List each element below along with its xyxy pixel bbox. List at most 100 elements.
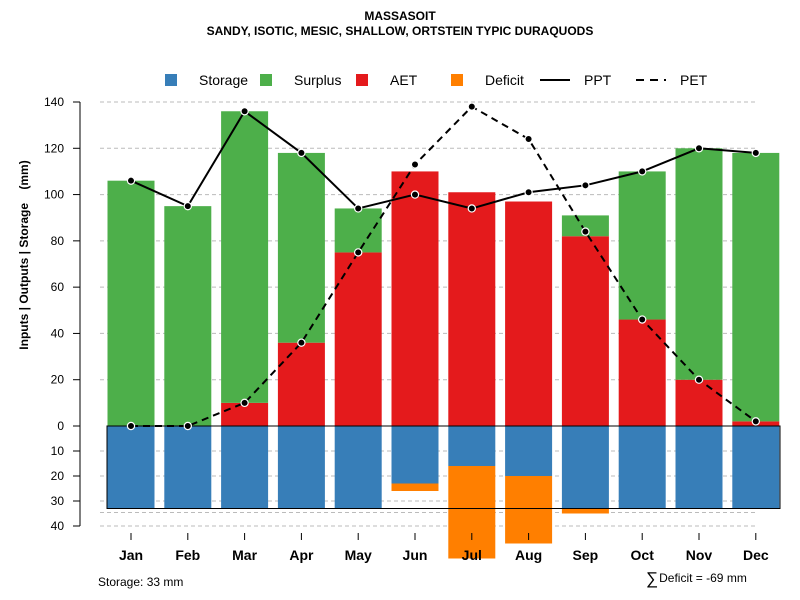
aet-bar xyxy=(561,236,609,426)
storage-bar xyxy=(448,426,496,466)
x-tick-label: Dec xyxy=(743,547,769,563)
storage-bar xyxy=(561,426,609,509)
legend-label: Storage xyxy=(199,72,248,88)
storage-bar xyxy=(675,426,723,509)
x-tick-label: Mar xyxy=(232,547,257,563)
ppt-point xyxy=(751,148,761,158)
aet-bar xyxy=(675,379,723,426)
x-tick-label: Nov xyxy=(686,547,713,563)
aet-bar xyxy=(334,252,382,426)
pet-point xyxy=(467,102,476,111)
ppt-point xyxy=(694,144,704,153)
y-tick-label: 20 xyxy=(51,469,65,483)
y-axis-label: Inputs | Outputs | Storage (mm) xyxy=(17,160,31,349)
storage-note: Storage: 33 mm xyxy=(98,575,184,589)
surplus-bar xyxy=(732,152,780,422)
storage-bar xyxy=(107,426,155,509)
ppt-point xyxy=(354,204,363,213)
y-tick-label: 80 xyxy=(51,234,65,248)
x-tick-label: Jun xyxy=(403,547,428,563)
storage-bar xyxy=(277,426,325,509)
chart-title: MASSASOIT xyxy=(364,9,436,23)
storage-bar xyxy=(334,426,382,509)
deficit-bar xyxy=(448,466,496,559)
pet-point xyxy=(183,421,192,431)
sum-symbol: ∑ xyxy=(646,569,659,588)
pet-point xyxy=(581,227,590,236)
y-tick-label: 120 xyxy=(44,141,64,155)
x-tick-label: May xyxy=(345,547,372,563)
deficit-bar xyxy=(505,476,553,544)
y-tick-label: 10 xyxy=(51,444,65,458)
ppt-point xyxy=(581,181,590,190)
y-tick-label: 40 xyxy=(51,519,65,533)
legend-swatch-aet xyxy=(356,74,368,86)
aet-bar xyxy=(618,319,666,426)
x-tick-label: Apr xyxy=(289,547,314,563)
deficit-bar xyxy=(561,508,609,514)
legend-swatch-storage xyxy=(165,74,177,86)
aet-bar xyxy=(277,342,325,426)
ppt-point xyxy=(297,148,306,158)
ppt-line xyxy=(130,109,756,210)
x-tick-label: Aug xyxy=(515,547,542,563)
y-tick-label: 60 xyxy=(51,280,65,294)
y-tick-label: 0 xyxy=(57,419,64,433)
aet-bar xyxy=(505,201,553,426)
deficit-note-text: Deficit = -69 mm xyxy=(659,571,747,585)
pet-point xyxy=(240,398,249,408)
legend-label: Surplus xyxy=(294,72,341,88)
y-tick-label: 140 xyxy=(44,95,64,109)
surplus-bar xyxy=(221,111,269,403)
x-tick-label: Jul xyxy=(462,547,482,563)
legend-swatch-surplus xyxy=(260,74,272,86)
storage-bar xyxy=(618,426,666,509)
aet-bar xyxy=(391,171,439,426)
x-tick-label: Sep xyxy=(573,547,599,563)
ppt-point xyxy=(410,190,420,199)
pet-point xyxy=(638,315,647,324)
pet-point xyxy=(694,375,704,384)
legend-label: Deficit xyxy=(485,72,524,88)
pet-point xyxy=(126,421,136,431)
surplus-bar xyxy=(334,208,382,253)
storage-bar xyxy=(221,426,269,509)
y-tick-label: 100 xyxy=(44,188,64,202)
pet-point xyxy=(524,134,533,144)
pet-point xyxy=(297,338,306,347)
y-tick-label: 30 xyxy=(51,494,65,508)
legend-label: PET xyxy=(680,72,708,88)
surplus-bar xyxy=(107,180,155,426)
surplus-bar xyxy=(164,206,212,426)
deficit-note: ∑Deficit = -69 mm xyxy=(646,569,747,589)
aet-bar xyxy=(448,192,496,426)
surplus-bar xyxy=(618,171,666,320)
surplus-bar xyxy=(561,215,609,237)
deficit-bar xyxy=(391,483,439,491)
surplus-bar xyxy=(277,152,325,343)
chart-subtitle: SANDY, ISOTIC, MESIC, SHALLOW, ORTSTEIN … xyxy=(206,24,594,38)
ppt-point xyxy=(126,176,136,185)
pet-line xyxy=(131,105,757,427)
y-tick-label: 40 xyxy=(51,326,65,340)
ppt-point xyxy=(638,167,647,176)
x-tick-label: Jan xyxy=(119,547,143,563)
legend-label: AET xyxy=(390,72,418,88)
pet-point xyxy=(751,417,761,426)
x-tick-label: Oct xyxy=(631,547,655,563)
ppt-point xyxy=(183,201,192,211)
ppt-point xyxy=(240,107,249,116)
y-tick-label: 20 xyxy=(51,373,65,387)
storage-bar xyxy=(732,426,780,509)
legend-swatch-deficit xyxy=(451,74,463,86)
storage-capacity-box xyxy=(106,425,781,509)
aet-bar xyxy=(221,402,269,426)
storage-bar xyxy=(505,426,553,476)
pet-point xyxy=(410,160,420,169)
x-tick-label: Feb xyxy=(175,547,200,563)
ppt-point xyxy=(467,204,476,213)
storage-bar xyxy=(391,426,439,484)
ppt-point xyxy=(524,188,533,197)
legend-label: PPT xyxy=(584,72,612,88)
